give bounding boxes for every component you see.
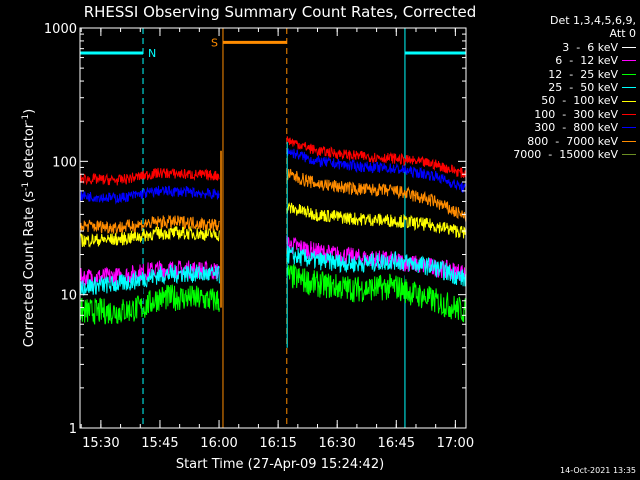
legend-entry: 25 - 50 keV xyxy=(480,81,636,94)
legend-entry: 300 - 800 keV xyxy=(480,121,636,134)
series-line xyxy=(79,264,220,296)
legend-entry-label: 12 - 25 keV xyxy=(548,67,618,81)
y-tick-label: 1 xyxy=(69,422,77,437)
series-line xyxy=(286,136,467,179)
axes-layer: 1 10 100 1000 15:30 15:45 16:00 16:15 16:30 16:45… xyxy=(44,22,474,451)
series-line xyxy=(79,214,220,235)
series-layer xyxy=(79,136,467,348)
series-line xyxy=(79,167,220,186)
x-tick-label: 16:15 xyxy=(259,436,296,451)
legend-entry-label: 25 - 50 keV xyxy=(548,80,618,94)
legend-swatch xyxy=(622,60,636,62)
series-line xyxy=(286,246,467,287)
x-tick-label: 15:30 xyxy=(82,436,119,451)
legend-entry-label: 6 - 12 keV xyxy=(555,54,618,68)
legend-swatch xyxy=(622,140,636,142)
y-tick-label: 100 xyxy=(52,155,77,170)
y-axis-label: Corrected Count Rate (s-1 detector-1) xyxy=(21,109,37,347)
x-tick-label: 16:30 xyxy=(318,436,355,451)
legend-swatch xyxy=(622,46,636,48)
legend-swatch xyxy=(622,100,636,102)
generated-timestamp: 14-Oct-2021 13:35 xyxy=(560,466,636,475)
series-line xyxy=(79,225,220,248)
legend-swatch xyxy=(622,87,636,89)
series-line xyxy=(286,202,467,239)
y-tick-label: 10 xyxy=(60,289,77,304)
x-axis-label: Start Time (27-Apr-09 15:24:42) xyxy=(176,457,384,472)
x-tick-label: 16:00 xyxy=(200,436,237,451)
x-tick-label: 17:00 xyxy=(437,436,474,451)
series-line xyxy=(286,148,467,193)
y-tick-label: 1000 xyxy=(44,22,77,37)
legend-header-detectors: Det 1,3,4,5,6,9, xyxy=(549,14,636,27)
legend-swatch xyxy=(622,113,636,115)
legend-entry-label: 7000 - 15000 keV xyxy=(513,147,618,161)
saa-interval-label: S xyxy=(211,36,218,49)
series-line xyxy=(286,264,467,324)
legend-entry-label: 100 - 300 keV xyxy=(534,107,618,121)
legend-entry-label: 3 - 6 keV xyxy=(562,40,618,54)
legend: Det 1,3,4,5,6,9, Att 0 3 - 6 keV 6 - 12 k… xyxy=(480,14,636,161)
x-tick-label: 15:45 xyxy=(141,436,178,451)
legend-swatch xyxy=(622,154,636,156)
series-line xyxy=(286,168,467,223)
legend-entry: 800 - 7000 keV xyxy=(480,135,636,148)
legend-entry-label: 300 - 800 keV xyxy=(534,121,618,135)
legend-entry: 6 - 12 keV xyxy=(480,54,636,67)
legend-entry: 12 - 25 keV xyxy=(480,68,636,81)
night-interval-1-label: N xyxy=(148,47,156,60)
legend-entry: 50 - 100 keV xyxy=(480,94,636,107)
legend-entry: 7000 - 15000 keV xyxy=(480,148,636,161)
legend-entry: 3 - 6 keV xyxy=(480,41,636,54)
plot-frame xyxy=(79,27,467,429)
series-line xyxy=(79,185,220,205)
series-line xyxy=(79,284,220,325)
legend-entry-label: 800 - 7000 keV xyxy=(527,134,618,148)
legend-swatch xyxy=(622,73,636,75)
x-tick-label: 16:45 xyxy=(378,436,415,451)
chart-title: RHESSI Observing Summary Count Rates, Co… xyxy=(84,3,477,21)
legend-entry-label: 50 - 100 keV xyxy=(541,94,618,108)
legend-header-attenuator: Att 0 xyxy=(609,27,636,41)
legend-entry: 100 - 300 keV xyxy=(480,108,636,121)
legend-swatch xyxy=(622,127,636,129)
